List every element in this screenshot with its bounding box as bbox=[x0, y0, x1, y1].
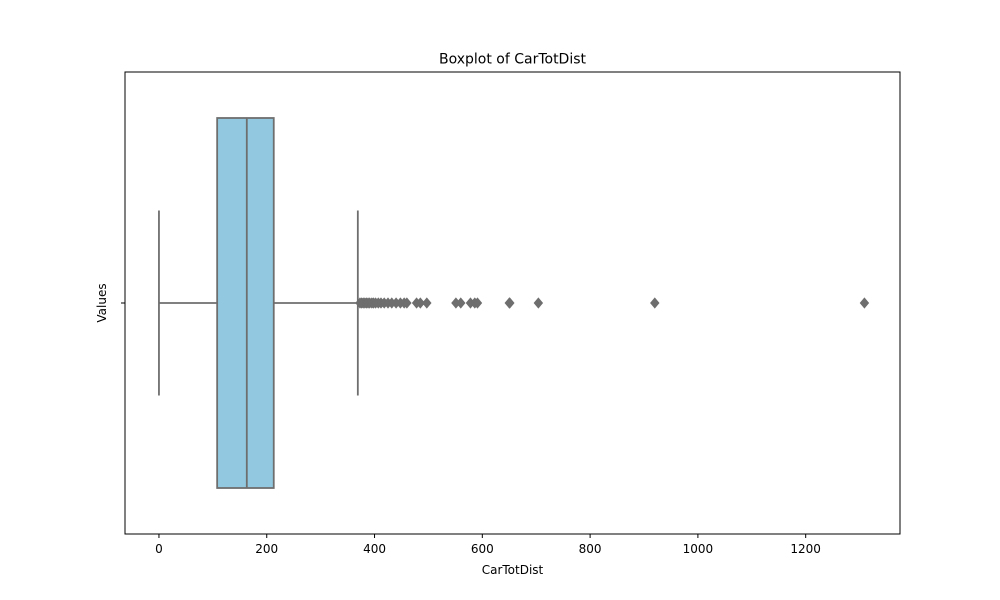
outlier-point bbox=[472, 297, 483, 309]
x-tick-label: 0 bbox=[155, 542, 163, 556]
outlier-point bbox=[402, 297, 412, 309]
chart-title: Boxplot of CarTotDist bbox=[439, 52, 587, 68]
outlier-point bbox=[415, 297, 426, 309]
outlier-point bbox=[533, 297, 544, 309]
outlier-point bbox=[650, 297, 660, 309]
x-tick-label: 600 bbox=[471, 542, 494, 556]
iqr-box bbox=[216, 117, 275, 489]
plot-area bbox=[158, 117, 870, 489]
outlier-point bbox=[456, 297, 466, 309]
x-tick-label: 400 bbox=[363, 542, 386, 556]
y-axis-title: Values bbox=[95, 283, 109, 322]
outlier-point bbox=[422, 297, 432, 309]
x-tick-label: 800 bbox=[579, 542, 602, 556]
outlier-point bbox=[859, 297, 870, 309]
x-tick-label: 1200 bbox=[790, 542, 821, 556]
x-tick-label: 1000 bbox=[683, 542, 714, 556]
x-axis: 0 200 400 600 800 1000 1200 bbox=[155, 534, 821, 556]
x-tick-label: 200 bbox=[255, 542, 278, 556]
x-axis-title: CarTotDist bbox=[482, 563, 544, 577]
outlier-point bbox=[505, 297, 515, 309]
